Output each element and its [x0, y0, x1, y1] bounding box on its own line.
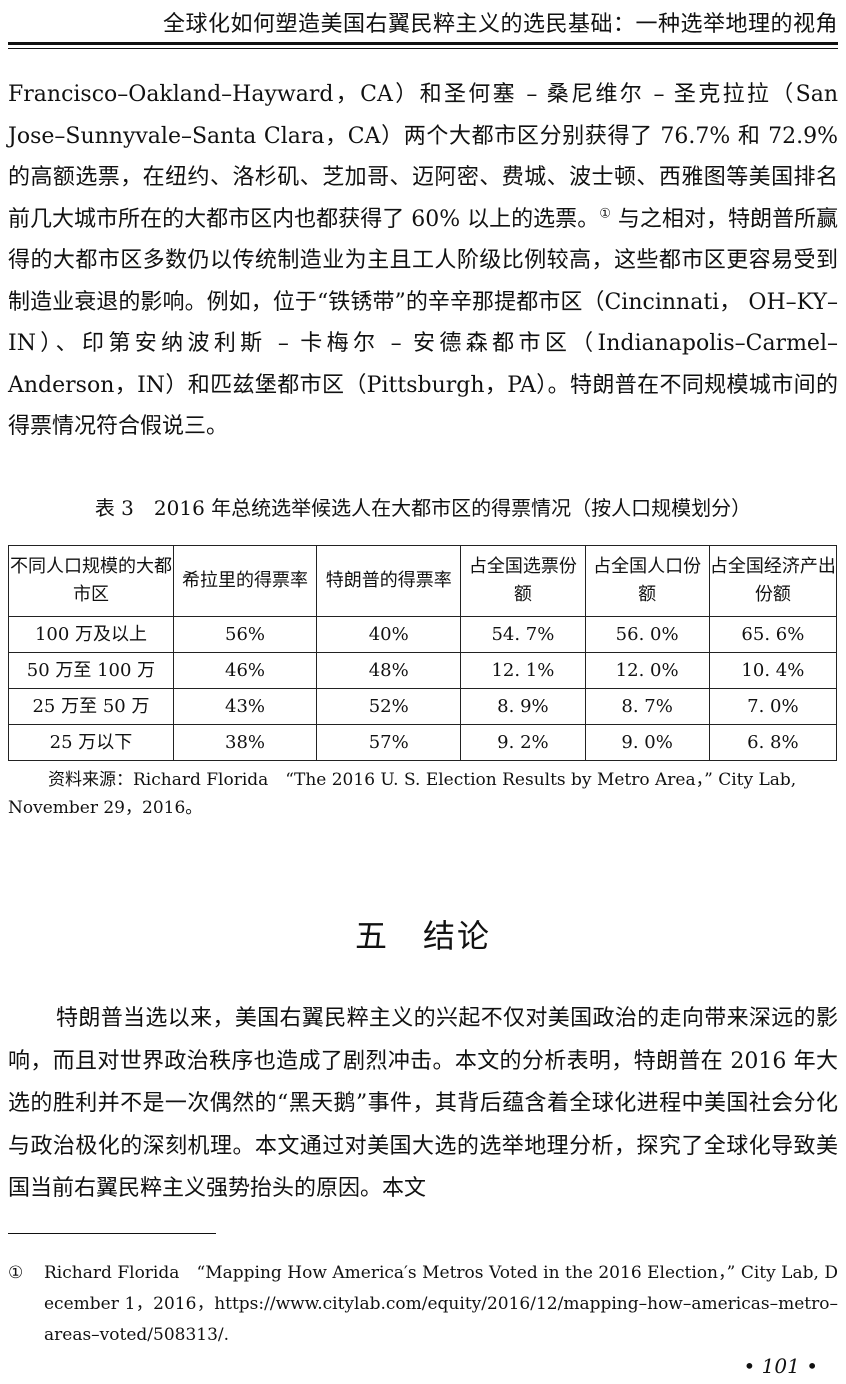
vote-share-table: 不同人口规模的大都市区 希拉里的得票率 特朗普的得票率 占全国选票份额 占全国人…: [8, 545, 838, 761]
section-paragraph: 特朗普当选以来，美国右翼民粹主义的兴起不仅对美国政治的走向带来深远的影响，而且对…: [8, 1006, 838, 1201]
section-heading: 五 结论: [354, 917, 491, 955]
table-caption: 表 3 2016 年总统选举候选人在大都市区的得票情况（按人口规模划分）: [94, 496, 752, 520]
table-row: 25 万以下 38% 57% 9. 2% 9. 0% 6. 8%: [8, 724, 838, 761]
table-cell: 57%: [316, 724, 462, 761]
table-source-note: 资料来源：Richard Florida “The 2016 U. S. Ele…: [8, 766, 838, 822]
table-cell: 65. 6%: [708, 616, 838, 653]
body-text: Francisco–Oakland–Hayward，CA）和圣何塞 – 桑尼维尔…: [8, 74, 838, 448]
table-header-cell: 占全国选票份额: [460, 545, 586, 617]
table-cell: 52%: [316, 688, 462, 725]
table-cell: 12. 0%: [584, 652, 710, 689]
table-source-text: 资料来源：Richard Florida “The 2016 U. S. Ele…: [8, 770, 797, 818]
table-cell: 48%: [316, 652, 462, 689]
body-paragraph-part-2: 与之相对，特朗普所赢得的大都市区多数仍以传统制造业为主且工人阶级比例较高，这些都…: [8, 206, 839, 440]
table-cell: 38%: [172, 724, 318, 761]
running-header: 全球化如何塑造美国右翼民粹主义的选民基础：一种选举地理的视角: [162, 12, 838, 37]
table-cell: 12. 1%: [460, 652, 586, 689]
footnote-reference[interactable]: ①: [599, 206, 611, 222]
table-cell: 40%: [316, 616, 462, 653]
table-cell: 7. 0%: [708, 688, 838, 725]
table-cell: 54. 7%: [460, 616, 586, 653]
table-cell: 25 万至 50 万: [8, 688, 174, 725]
table-row: 50 万至 100 万 46% 48% 12. 1% 12. 0% 10. 4%: [8, 652, 838, 689]
body-paragraph: Francisco–Oakland–Hayward，CA）和圣何塞 – 桑尼维尔…: [8, 74, 838, 448]
footnote-text: Richard Florida “Mapping How America′s M…: [44, 1263, 838, 1345]
table-cell: 8. 9%: [460, 688, 586, 725]
table-cell: 9. 2%: [460, 724, 586, 761]
table-cell: 9. 0%: [584, 724, 710, 761]
footnote-rule: [8, 1233, 216, 1234]
table-cell: 25 万以下: [8, 724, 174, 761]
table-cell: 43%: [172, 688, 318, 725]
table-header-cell: 希拉里的得票率: [172, 545, 318, 617]
table-cell: 56%: [172, 616, 318, 653]
table-header-cell: 特朗普的得票率: [316, 545, 462, 617]
table-header-cell: 占全国经济产出份额: [708, 545, 838, 617]
header-rule-thin: [8, 48, 838, 49]
table-cell: 8. 7%: [584, 688, 710, 725]
table-cell: 100 万及以上: [8, 616, 174, 653]
header-rule-thick: [8, 42, 838, 45]
table-cell: 50 万至 100 万: [8, 652, 174, 689]
footnote: ① Richard Florida “Mapping How America′s…: [8, 1258, 838, 1351]
table-header-row: 不同人口规模的大都市区 希拉里的得票率 特朗普的得票率 占全国选票份额 占全国人…: [8, 545, 838, 617]
body-paragraph-part-1: Francisco–Oakland–Hayward，CA）和圣何塞 – 桑尼维尔…: [8, 82, 838, 232]
table-header-cell: 占全国人口份额: [584, 545, 710, 617]
page-number: • 101 •: [743, 1354, 818, 1378]
table-cell: 46%: [172, 652, 318, 689]
table-cell: 10. 4%: [708, 652, 838, 689]
table-cell: 6. 8%: [708, 724, 838, 761]
table-row: 25 万至 50 万 43% 52% 8. 9% 8. 7% 7. 0%: [8, 688, 838, 725]
table-row: 100 万及以上 56% 40% 54. 7% 56. 0% 65. 6%: [8, 616, 838, 653]
footnote-marker: ①: [8, 1263, 24, 1283]
table-cell: 56. 0%: [584, 616, 710, 653]
section-body: 特朗普当选以来，美国右翼民粹主义的兴起不仅对美国政治的走向带来深远的影响，而且对…: [8, 998, 838, 1211]
table-header-cell: 不同人口规模的大都市区: [8, 545, 174, 617]
